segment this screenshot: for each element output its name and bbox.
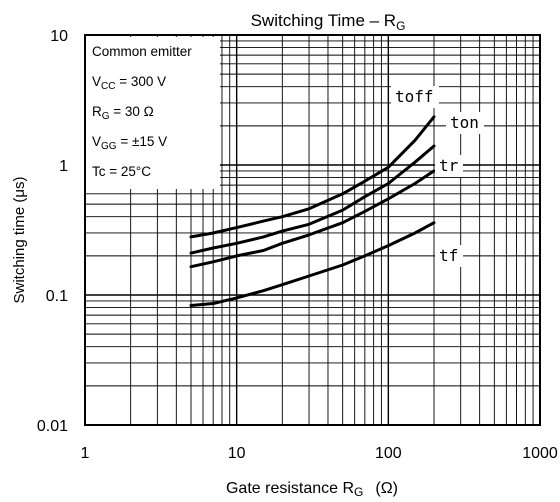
condition-value: = 30 Ω	[110, 104, 154, 119]
condition-line: Common emitter	[92, 44, 192, 59]
chart-title-main: Switching Time – R	[251, 11, 397, 30]
series-curve-toff	[189, 115, 436, 239]
conditions-box	[85, 37, 220, 189]
series-curve-tr	[189, 169, 436, 269]
grid-lines	[84, 35, 540, 426]
condition-main: V	[92, 74, 101, 89]
series-label-toff: toff	[395, 87, 434, 106]
series-label-tr: tr	[439, 156, 459, 175]
series-curve-ton	[189, 144, 436, 255]
series-label-bg	[391, 86, 439, 108]
condition-sub: GG	[101, 141, 117, 152]
condition-main: Tc = 25°C	[92, 164, 151, 179]
condition-line: VGG = ±15 V	[92, 134, 167, 152]
x-tick-label: 1	[81, 445, 90, 462]
chart-title-sub: G	[396, 19, 405, 33]
series-label-tf: tf	[439, 246, 458, 265]
y-tick-label: 0.01	[37, 418, 68, 435]
tick-labels: 1 10 100 1000 10 1 0.1 0.01	[37, 28, 558, 462]
series-label-bg	[446, 112, 484, 134]
x-tick-label: 100	[375, 445, 402, 462]
x-tick-label: 1000	[522, 445, 558, 462]
x-axis-label: Gate resistance RG (Ω)	[226, 480, 398, 499]
data-curves	[189, 115, 436, 307]
condition-line: Tc = 25°C	[92, 164, 151, 179]
condition-main: R	[92, 104, 102, 119]
x-axis-label-main: Gate resistance R	[226, 480, 354, 497]
condition-sub: G	[102, 111, 110, 122]
series-curve-tf	[189, 221, 436, 307]
y-tick-label: 10	[50, 28, 68, 45]
chart-title: Switching Time – RG	[251, 11, 406, 33]
x-axis-label-unit: (Ω)	[375, 480, 398, 497]
condition-value: = 300 V	[115, 74, 166, 89]
series-label-ton: ton	[450, 113, 479, 132]
condition-line: VCC = 300 V	[92, 74, 166, 92]
series-label-bg	[435, 245, 463, 267]
condition-main: Common emitter	[92, 44, 192, 59]
x-tick-label: 10	[228, 445, 246, 462]
y-tick-label: 0.1	[46, 288, 68, 305]
condition-line: RG = 30 Ω	[92, 104, 154, 122]
y-axis-label: Switching time (μs)	[11, 176, 28, 303]
series-label-bg	[435, 155, 463, 177]
x-axis-label-sub: G	[354, 485, 363, 499]
condition-sub: CC	[101, 81, 115, 92]
plot-frame	[84, 34, 541, 426]
condition-value: = ±15 V	[117, 134, 168, 149]
condition-main: V	[92, 134, 101, 149]
y-tick-label: 1	[59, 158, 68, 175]
